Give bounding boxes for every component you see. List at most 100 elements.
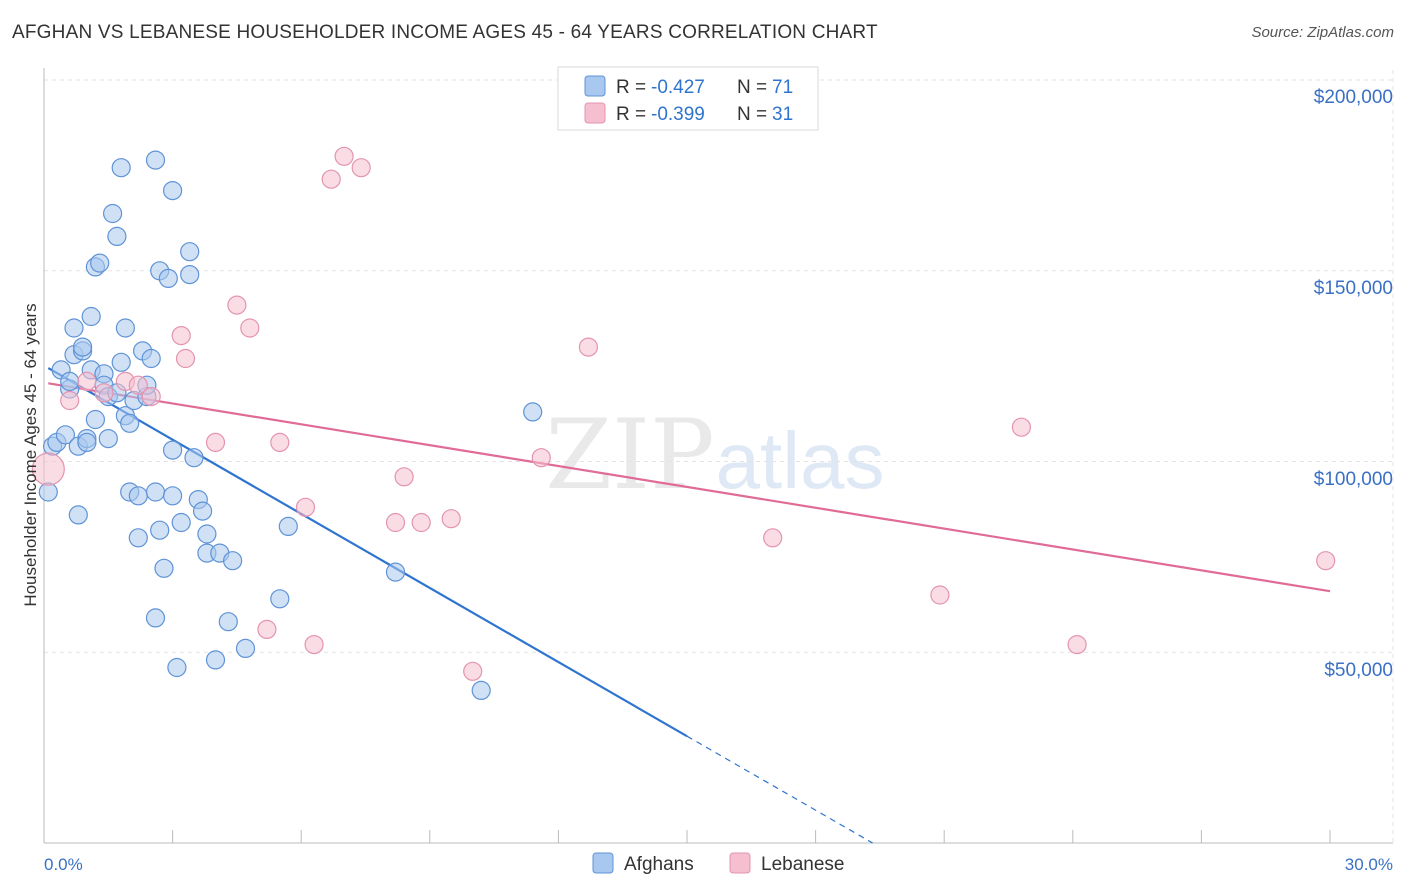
watermark-atlas: atlas <box>716 416 885 505</box>
point-lebanese-6 <box>141 387 161 407</box>
point-afghans-40 <box>145 150 166 170</box>
point-afghans-19 <box>85 409 106 430</box>
point-afghans-48 <box>163 486 183 506</box>
point-lebanese-18 <box>351 158 371 178</box>
point-afghans-35 <box>128 528 148 548</box>
legend-n-label-afghans: N = <box>737 77 767 98</box>
bottom-legend: Afghans Lebanese <box>592 852 844 875</box>
legend-r-label-lebanese: R = <box>616 104 646 125</box>
point-lebanese-23 <box>463 661 483 681</box>
bottom-legend-swatch-lebanese <box>729 852 751 874</box>
legend-swatch-afghans <box>584 75 606 97</box>
y-tick-label-100000: $100,000 <box>1314 469 1393 490</box>
point-lebanese-0 <box>31 452 65 486</box>
point-lebanese-26 <box>763 528 783 548</box>
point-lebanese-12 <box>257 619 277 640</box>
point-afghans-59 <box>205 650 226 670</box>
point-lebanese-29 <box>1067 634 1087 655</box>
point-afghans-62 <box>223 551 243 571</box>
y-axis-label: Householder Income Ages 45 - 64 years <box>21 303 40 606</box>
legend-r-label-afghans: R = <box>616 77 646 98</box>
legend-n-value-afghans: 71 <box>772 77 793 98</box>
point-lebanese-24 <box>531 448 551 468</box>
point-afghans-6 <box>60 371 80 391</box>
x-tick-label-max: 30.0% <box>1345 855 1393 874</box>
bottom-legend-swatch-afghans <box>592 852 614 874</box>
source-label: Source: ZipAtlas.com <box>1251 24 1394 41</box>
chart-title: AFGHAN VS LEBANESE HOUSEHOLDER INCOME AG… <box>12 22 878 43</box>
point-lebanese-5 <box>128 375 148 395</box>
point-lebanese-25 <box>578 337 599 357</box>
point-afghans-67 <box>471 680 491 701</box>
point-afghans-34 <box>128 486 148 506</box>
watermark: ZIP atlas <box>545 399 884 511</box>
point-lebanese-1 <box>60 390 80 411</box>
point-lebanese-28 <box>1011 417 1032 437</box>
point-lebanese-19 <box>385 512 406 533</box>
trend-line-afghans <box>47 367 688 738</box>
bottom-legend-label-lebanese: Lebanese <box>761 854 844 875</box>
point-afghans-8 <box>64 318 84 338</box>
point-lebanese-2 <box>77 371 97 391</box>
point-afghans-61 <box>218 612 238 632</box>
point-afghans-25 <box>107 226 127 246</box>
point-lebanese-17 <box>334 146 354 166</box>
point-lebanese-22 <box>441 509 461 529</box>
point-lebanese-7 <box>171 326 191 346</box>
point-afghans-47 <box>163 440 183 460</box>
point-afghans-28 <box>111 352 131 372</box>
bottom-legend-label-afghans: Afghans <box>624 854 694 875</box>
point-lebanese-14 <box>295 497 316 517</box>
point-lebanese-8 <box>175 348 196 369</box>
point-afghans-54 <box>184 448 204 468</box>
point-lebanese-13 <box>270 432 290 452</box>
point-afghans-46 <box>158 268 178 288</box>
point-afghans-57 <box>197 524 217 544</box>
x-tick-label-min: 0.0% <box>44 855 83 874</box>
y-tick-label-150000: $150,000 <box>1314 278 1393 299</box>
point-afghans-53 <box>180 265 200 285</box>
point-lebanese-9 <box>205 432 226 452</box>
point-afghans-42 <box>145 608 166 628</box>
point-afghans-24 <box>102 203 123 224</box>
point-afghans-64 <box>270 589 290 609</box>
point-afghans-27 <box>111 158 131 178</box>
y-tick-label-50000: $50,000 <box>1324 660 1393 681</box>
scatter-points <box>31 146 1336 701</box>
point-lebanese-20 <box>394 467 414 487</box>
point-afghans-14 <box>77 432 97 452</box>
point-lebanese-21 <box>411 512 431 533</box>
point-afghans-18 <box>90 253 110 273</box>
point-afghans-45 <box>154 558 174 578</box>
point-afghans-44 <box>150 520 170 540</box>
point-afghans-63 <box>235 638 256 659</box>
y-tick-labels: $50,000 $100,000 $150,000 $200,000 <box>1314 87 1393 681</box>
point-afghans-50 <box>167 657 187 678</box>
point-afghans-39 <box>141 348 161 369</box>
point-lebanese-30 <box>1316 551 1336 571</box>
point-afghans-10 <box>68 505 88 525</box>
trend-lines <box>47 367 1331 844</box>
point-lebanese-10 <box>227 295 247 315</box>
point-afghans-41 <box>145 482 166 502</box>
point-lebanese-15 <box>304 634 324 655</box>
point-lebanese-27 <box>930 585 950 605</box>
watermark-zip: ZIP <box>545 399 714 511</box>
series-lebanese <box>31 146 1336 681</box>
legend-r-value-afghans: -0.427 <box>651 77 705 98</box>
point-afghans-16 <box>81 306 101 327</box>
y-tick-label-200000: $200,000 <box>1314 87 1393 108</box>
point-afghans-4 <box>55 425 76 445</box>
legend-swatch-lebanese <box>584 102 606 124</box>
legend-n-value-lebanese: 31 <box>772 104 793 125</box>
stats-legend: R = -0.427 N = 71 R = -0.399 N = 31 <box>557 66 819 131</box>
point-afghans-66 <box>385 562 406 582</box>
point-lebanese-16 <box>321 169 341 189</box>
point-afghans-22 <box>98 429 118 449</box>
trend-line-lebanese <box>48 382 1331 593</box>
point-afghans-68 <box>523 402 543 422</box>
legend-n-label-lebanese: N = <box>737 104 767 125</box>
point-lebanese-11 <box>240 318 260 338</box>
point-lebanese-3 <box>94 383 114 403</box>
